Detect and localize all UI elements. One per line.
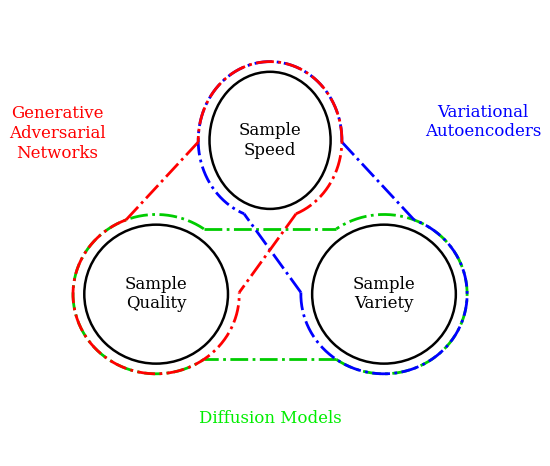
Text: Sample
Speed: Sample Speed bbox=[239, 122, 301, 158]
Text: Variational
Autoencoders: Variational Autoencoders bbox=[425, 103, 541, 140]
Text: Sample
Quality: Sample Quality bbox=[125, 276, 188, 312]
Text: Diffusion Models: Diffusion Models bbox=[199, 410, 342, 427]
Text: Generative
Adversarial
Networks: Generative Adversarial Networks bbox=[9, 105, 106, 162]
Text: Sample
Variety: Sample Variety bbox=[353, 276, 415, 312]
